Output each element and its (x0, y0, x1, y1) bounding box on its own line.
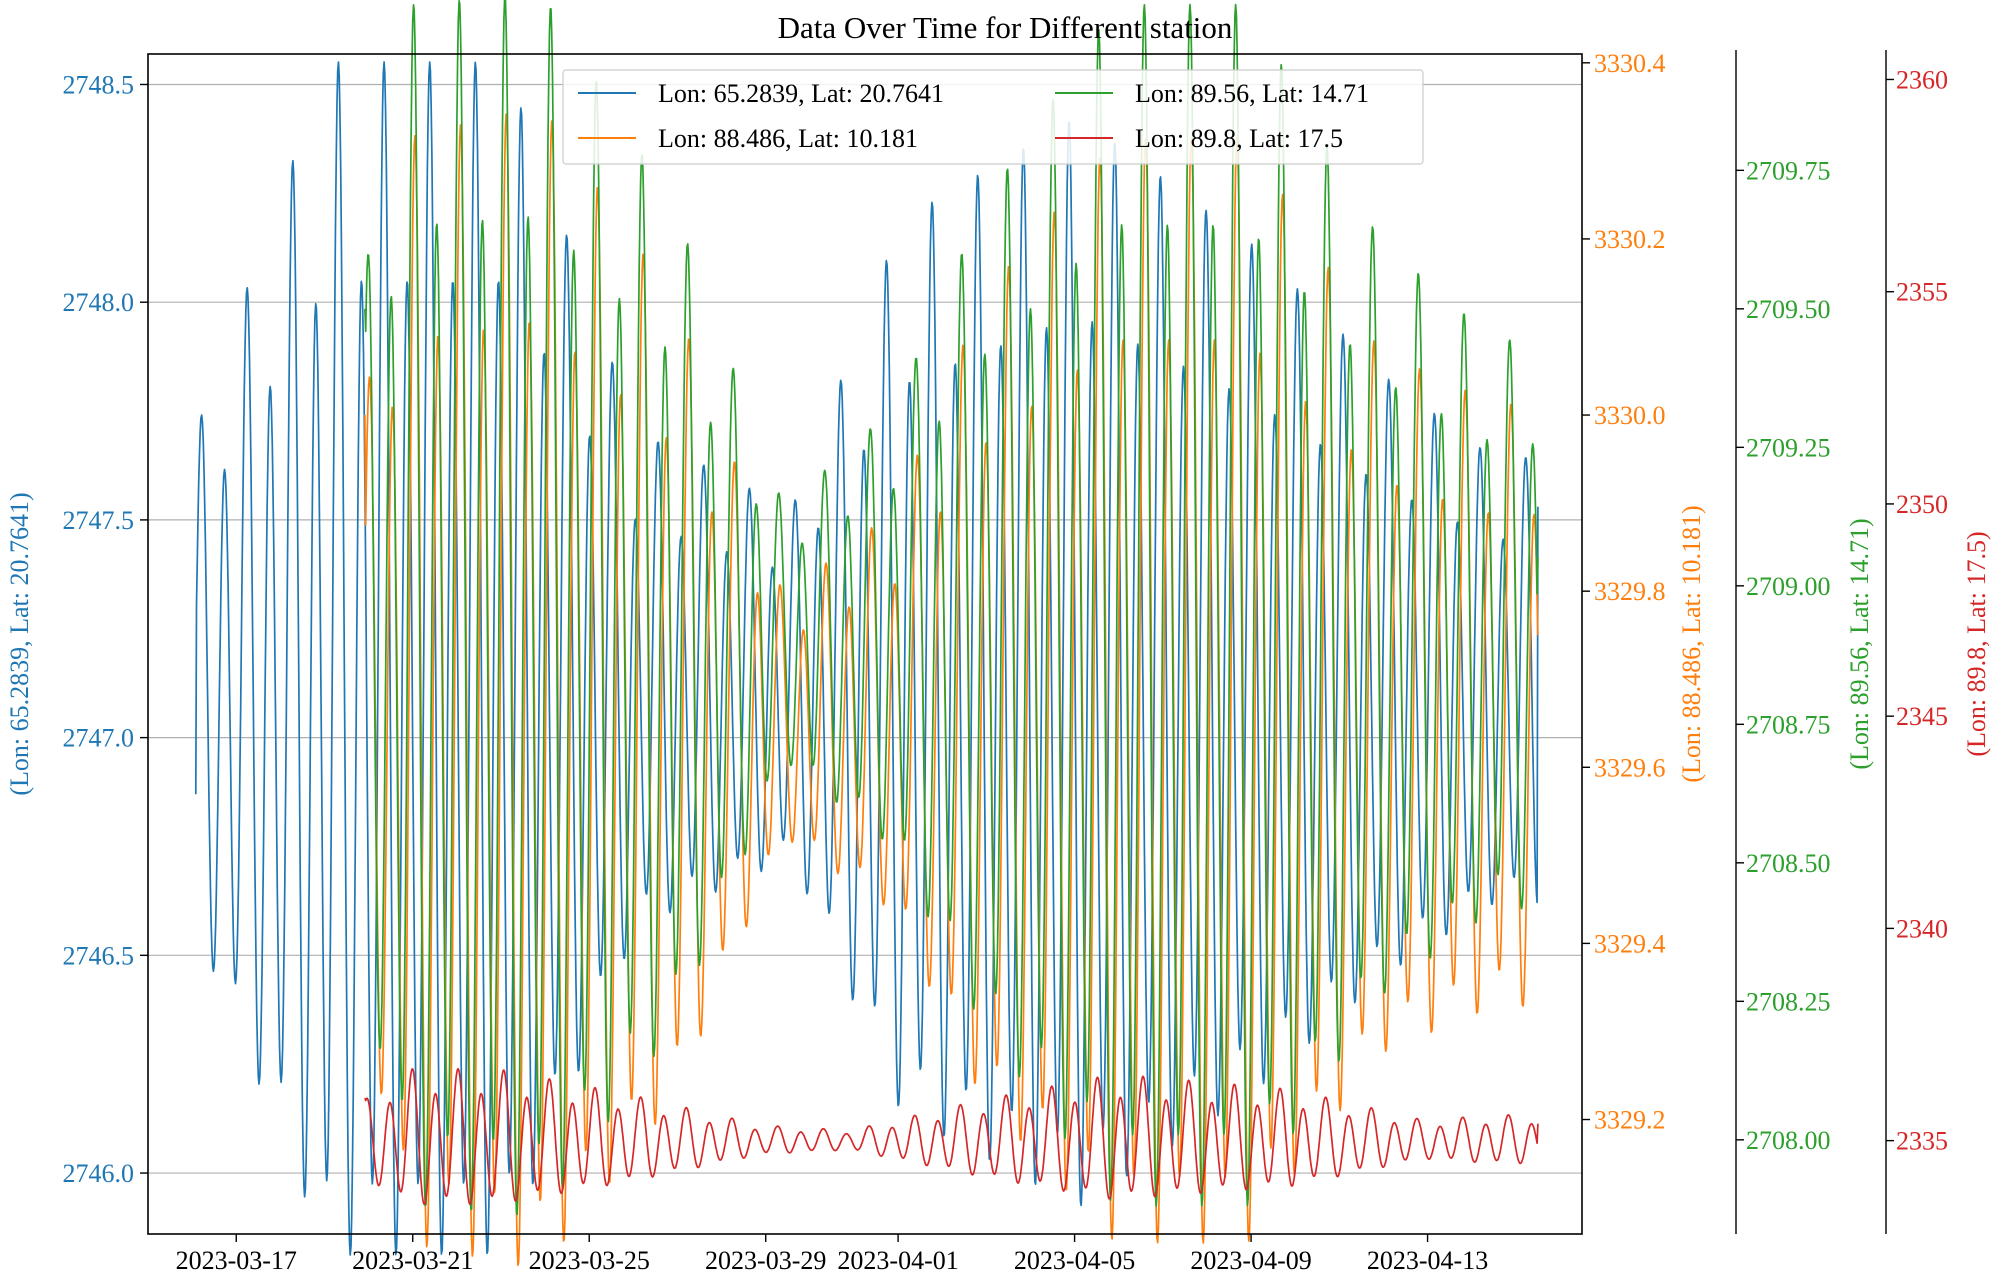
y-tick-label: 3330.2 (1594, 225, 1666, 254)
y-tick-label: 2335 (1896, 1127, 1948, 1156)
y-tick-label: 2709.75 (1746, 156, 1831, 185)
x-tick-label: 2023-03-21 (352, 1246, 473, 1275)
y-tick-label: 3330.0 (1594, 401, 1666, 430)
y-tick-label: 2340 (1896, 914, 1948, 943)
y-tick-label: 3329.6 (1594, 753, 1666, 782)
y-tick-label: 2709.25 (1746, 433, 1831, 462)
y-axis-label: (Lon: 89.8, Lat: 17.5) (1962, 531, 1991, 756)
plot-frame (147, 53, 1583, 1235)
y-tick-label: 2747.0 (63, 724, 135, 753)
x-tick-label: 2023-04-05 (1014, 1246, 1135, 1275)
y-tick-label: 2747.5 (63, 506, 135, 535)
y-tick-label: 2708.75 (1746, 710, 1831, 739)
y-axis-label: (Lon: 88.486, Lat: 10.181) (1677, 505, 1706, 782)
y-tick-label: 2345 (1896, 702, 1948, 731)
y-tick-label: 3329.2 (1594, 1106, 1666, 1135)
legend-label: Lon: 89.56, Lat: 14.71 (1135, 79, 1369, 108)
series-line (364, 0, 1539, 1216)
y-tick-label: 3330.4 (1594, 49, 1666, 78)
y-tick-label: 3329.4 (1594, 929, 1666, 958)
x-tick-label: 2023-03-25 (529, 1246, 650, 1275)
legend-label: Lon: 65.2839, Lat: 20.7641 (658, 79, 944, 108)
x-tick-label: 2023-03-17 (176, 1246, 297, 1275)
y-axis-label: (Lon: 65.2839, Lat: 20.7641) (5, 492, 34, 795)
y-axis-label: (Lon: 89.56, Lat: 14.71) (1845, 518, 1874, 769)
y-tick-label: 2746.0 (63, 1159, 135, 1188)
y-tick-label: 2748.0 (63, 288, 135, 317)
series-layer (194, 0, 1539, 1266)
y-tick-label: 2708.50 (1746, 849, 1831, 878)
legend-box (562, 69, 1424, 165)
chart-title: Data Over Time for Different station (778, 10, 1233, 45)
legend-label: Lon: 88.486, Lat: 10.181 (658, 124, 918, 153)
x-tick-label: 2023-04-13 (1367, 1246, 1488, 1275)
y-tick-label: 2355 (1896, 278, 1948, 307)
x-tick-label: 2023-04-09 (1190, 1246, 1311, 1275)
y-tick-label: 2748.5 (63, 70, 135, 99)
legend: Lon: 65.2839, Lat: 20.7641 Lon: 89.56, La… (562, 69, 1424, 165)
y-tick-label: 2360 (1896, 65, 1948, 94)
y-tick-label: 3329.8 (1594, 577, 1666, 606)
y-tick-label: 2746.5 (63, 941, 135, 970)
series-line (364, 1068, 1539, 1206)
y-tick-label: 2709.00 (1746, 572, 1831, 601)
x-tick-label: 2023-03-29 (705, 1246, 826, 1275)
axes-layer: 2023-03-17 2023-03-21 2023-03-25 2023-03-29… (5, 49, 1991, 1275)
legend-label: Lon: 89.8, Lat: 17.5 (1135, 124, 1343, 153)
x-tick-label: 2023-04-01 (837, 1246, 958, 1275)
y-tick-label: 2708.00 (1746, 1126, 1831, 1155)
y-tick-label: 2350 (1896, 490, 1948, 519)
y-tick-label: 2709.50 (1746, 295, 1831, 324)
y-tick-label: 2708.25 (1746, 987, 1831, 1016)
